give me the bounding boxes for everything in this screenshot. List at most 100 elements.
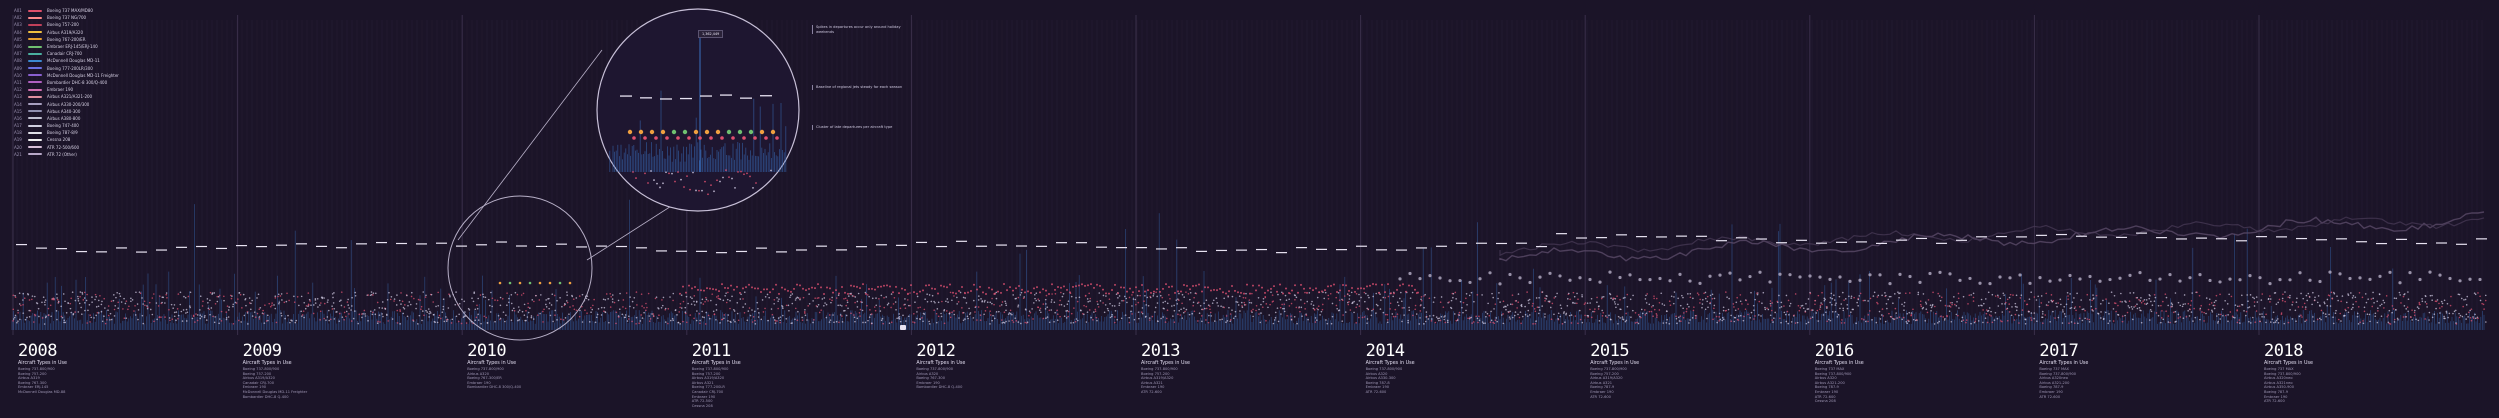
ontime-point [1830, 292, 1833, 295]
late-point [1511, 303, 1514, 306]
ontime-point [1819, 306, 1822, 308]
ontime-point [1676, 322, 1678, 325]
late-point [672, 299, 674, 302]
late-point [1489, 321, 1492, 323]
ontime-point [1065, 310, 1067, 312]
ontime-point [179, 291, 182, 294]
ontime-point [1157, 320, 1159, 323]
late-point [1029, 311, 1032, 314]
ontime-point [1980, 298, 1983, 301]
ontime-point [1938, 295, 1941, 297]
late-point [1957, 297, 1960, 300]
ontime-point [80, 306, 82, 309]
ontime-point [1324, 291, 1327, 294]
ontime-point [455, 315, 458, 318]
ontime-point [1554, 295, 1557, 298]
ontime-point [91, 296, 93, 298]
late-point [1947, 305, 1949, 307]
ontime-point [2056, 305, 2058, 308]
late-point [2023, 300, 2026, 302]
ontime-point [361, 316, 363, 319]
ontime-point [549, 314, 552, 317]
ontime-point [1330, 322, 1333, 325]
ontime-point [1315, 319, 1318, 321]
late-point [1867, 313, 1870, 316]
ontime-point [1496, 320, 1498, 323]
late-point [686, 321, 688, 324]
ontime-point [715, 318, 717, 321]
ontime-point [426, 311, 429, 313]
ontime-point [548, 297, 550, 300]
late-point [554, 314, 556, 317]
late-point [1321, 303, 1324, 306]
late-point [1754, 315, 1756, 317]
ontime-point [1609, 293, 1612, 296]
late-point [1658, 309, 1661, 311]
ontime-point [1279, 298, 1282, 301]
ontime-point [701, 310, 703, 313]
ontime-point [1156, 295, 1158, 298]
late-point [1968, 294, 1971, 297]
ontime-point [118, 292, 121, 295]
late-point [1793, 314, 1795, 317]
late-point [1534, 322, 1537, 325]
ontime-point [804, 308, 806, 311]
ontime-point [1053, 301, 1056, 304]
ontime-point [1778, 294, 1780, 297]
ontime-point [907, 315, 910, 318]
ontime-point [825, 303, 828, 306]
ontime-point [1953, 296, 1955, 298]
late-point [195, 313, 197, 315]
ontime-point [2248, 320, 2250, 323]
late-point [572, 305, 574, 307]
ontime-point [1438, 319, 1440, 322]
ontime-point [1887, 298, 1890, 301]
ontime-point [1864, 320, 1867, 323]
ontime-point [726, 298, 729, 301]
ontime-point [415, 307, 417, 310]
ontime-point [1145, 304, 1148, 306]
ontime-point [808, 303, 811, 305]
ontime-point [1367, 294, 1369, 297]
late-point [1389, 302, 1392, 305]
late-point [652, 313, 655, 315]
ontime-point [1850, 295, 1853, 298]
late-point [1024, 321, 1026, 324]
ontime-point [1637, 322, 1640, 325]
ontime-point [2028, 298, 2031, 300]
ontime-point [1123, 295, 1126, 298]
late-point [56, 298, 59, 301]
ontime-point [956, 296, 958, 299]
late-point [2160, 304, 2162, 307]
ontime-point [1023, 296, 1026, 298]
ontime-point [207, 307, 210, 310]
ontime-point [474, 308, 477, 311]
ontime-point [100, 310, 103, 313]
ontime-point [2138, 306, 2141, 309]
ontime-point [2247, 300, 2249, 302]
ontime-point [223, 299, 225, 302]
ontime-point [381, 301, 384, 303]
late-point [776, 320, 778, 322]
ontime-point [611, 298, 614, 300]
late-point [1327, 294, 1330, 297]
ontime-point [729, 320, 732, 323]
ontime-point [1673, 291, 1676, 293]
ontime-point [390, 295, 393, 298]
late-point [664, 308, 667, 311]
late-point [1073, 307, 1075, 309]
ontime-point [824, 302, 826, 304]
late-point [592, 304, 594, 307]
late-point [1868, 310, 1871, 312]
ontime-point [669, 319, 672, 322]
ontime-point [916, 317, 918, 320]
late-point [323, 317, 325, 320]
ontime-point [1829, 319, 1832, 322]
ontime-point [1645, 294, 1647, 297]
late-point [764, 307, 766, 310]
late-point [2189, 304, 2192, 307]
ontime-point [351, 296, 353, 299]
late-point [1467, 317, 1469, 320]
ontime-point [1686, 303, 1689, 306]
late-point [86, 293, 88, 296]
